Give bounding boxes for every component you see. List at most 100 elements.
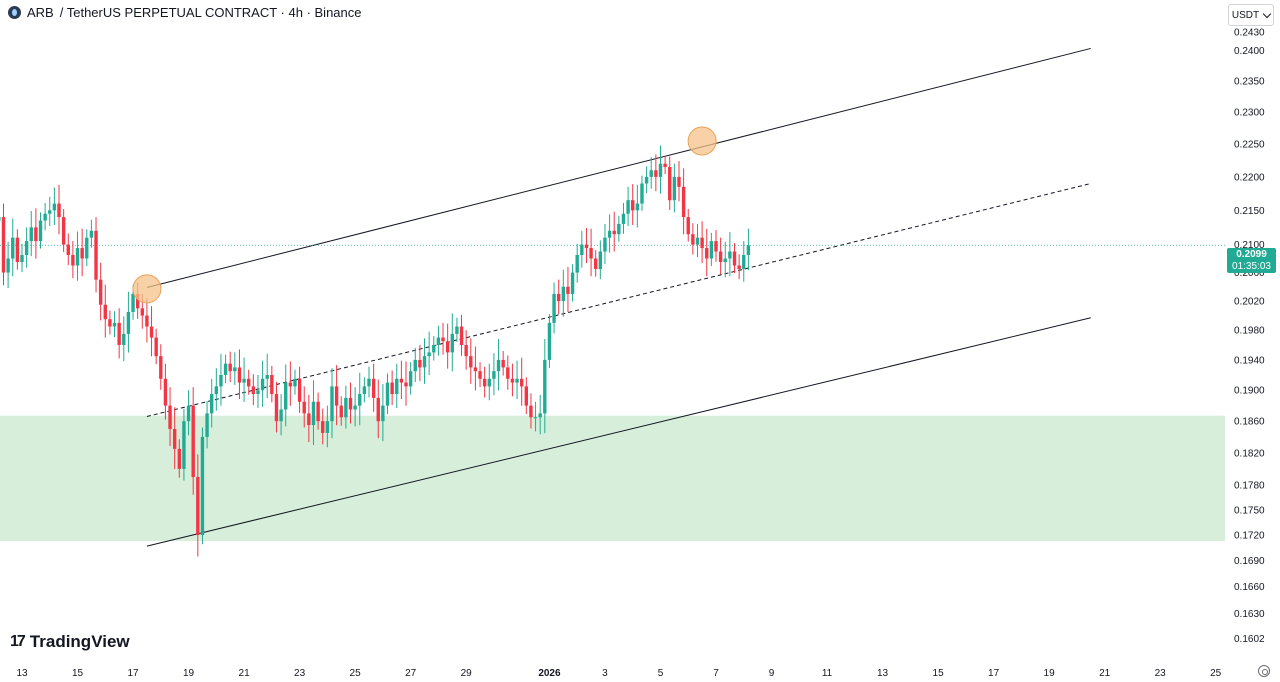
price-tick-label: 0.2200 bbox=[1234, 172, 1265, 183]
price-tick-label: 0.1940 bbox=[1234, 355, 1265, 366]
time-tick-label: 23 bbox=[1155, 668, 1167, 679]
candle-body bbox=[621, 213, 626, 224]
candle-body bbox=[552, 293, 556, 323]
candle-body bbox=[186, 405, 191, 422]
price-tick-label: 0.1660 bbox=[1234, 582, 1265, 593]
time-tick-label: 9 bbox=[769, 668, 775, 679]
candle-body bbox=[695, 237, 700, 245]
price-axis[interactable]: 0.2430 0.2400 0.2350 0.2300 0.2250 0.2200 0.21… bbox=[1234, 28, 1265, 645]
price-tick-label: 0.1602 bbox=[1234, 634, 1265, 645]
candle-body bbox=[422, 356, 427, 368]
candle-body bbox=[75, 248, 80, 266]
candle-body bbox=[24, 241, 29, 256]
price-tick-label: 0.2250 bbox=[1234, 140, 1265, 151]
candle-body bbox=[154, 337, 158, 357]
candle-body bbox=[43, 213, 47, 221]
tradingview-logo-mark: 17 bbox=[10, 633, 26, 650]
candle-body bbox=[561, 286, 566, 302]
candle-body bbox=[29, 227, 33, 242]
candle-body bbox=[38, 220, 43, 242]
candle-body bbox=[196, 477, 200, 536]
price-tick-label: 0.1860 bbox=[1234, 417, 1265, 428]
channel-midline[interactable] bbox=[146, 183, 1091, 417]
candle-body bbox=[459, 326, 464, 345]
touch-point-2 bbox=[687, 126, 717, 156]
candle-body bbox=[135, 293, 140, 309]
candle-body bbox=[413, 359, 417, 372]
candle-body bbox=[547, 322, 552, 360]
candle-body bbox=[172, 429, 177, 449]
candle-body bbox=[321, 421, 325, 433]
symbol-header[interactable]: ARB / TetherUS PERPETUAL CONTRACT · 4h ·… bbox=[8, 5, 361, 20]
candle-body bbox=[617, 223, 621, 235]
candle-body bbox=[214, 386, 219, 395]
candle-body bbox=[66, 244, 70, 256]
candle-body bbox=[672, 176, 677, 201]
candle-body bbox=[52, 203, 57, 211]
price-tick-label: 0.2100 bbox=[1234, 240, 1265, 251]
time-tick-label: 21 bbox=[239, 668, 251, 679]
candle-body bbox=[385, 382, 390, 406]
arb-coin-icon bbox=[8, 6, 21, 19]
lower-channel-line[interactable] bbox=[146, 317, 1091, 547]
candle-body bbox=[487, 378, 491, 387]
support-zone-layer bbox=[0, 415, 1225, 541]
candle-body bbox=[71, 255, 75, 266]
candle-body bbox=[681, 186, 686, 218]
bar-countdown: 01:35:03 bbox=[1232, 261, 1271, 272]
symbol-ticker: ARB bbox=[27, 5, 54, 20]
candle-body bbox=[450, 333, 454, 353]
candle-body bbox=[177, 448, 182, 469]
time-tick-label: 17 bbox=[988, 668, 1000, 679]
candle-body bbox=[247, 378, 251, 387]
candle-body bbox=[108, 319, 112, 327]
candle-body bbox=[598, 251, 603, 270]
time-tick-label: 13 bbox=[877, 668, 889, 679]
time-tick-label: 23 bbox=[294, 668, 306, 679]
candle-body bbox=[603, 237, 607, 252]
candle-body bbox=[492, 371, 496, 379]
candle-body bbox=[705, 248, 709, 259]
time-tick-label: 25 bbox=[350, 668, 362, 679]
candle-body bbox=[654, 170, 658, 177]
candle-body bbox=[330, 386, 334, 422]
time-tick-label: 2026 bbox=[538, 668, 561, 679]
candle-body bbox=[718, 251, 723, 263]
candle-body bbox=[11, 237, 15, 259]
candle-body bbox=[265, 374, 269, 379]
price-tick-label: 0.2430 bbox=[1234, 28, 1265, 39]
candle-body bbox=[339, 405, 343, 418]
candle-body bbox=[376, 397, 380, 422]
candle-body bbox=[732, 251, 737, 266]
candle-body bbox=[325, 421, 330, 433]
time-tick-label: 7 bbox=[713, 668, 719, 679]
candle-body bbox=[270, 374, 274, 395]
price-tick-label: 0.1750 bbox=[1234, 505, 1265, 516]
symbol-description: / TetherUS PERPETUAL CONTRACT · 4h · Bin… bbox=[59, 5, 362, 20]
candle-body bbox=[228, 363, 232, 372]
candle-body bbox=[570, 272, 575, 294]
candle-body bbox=[85, 237, 89, 259]
drawing-layer bbox=[0, 47, 1225, 547]
candle-body bbox=[529, 405, 533, 418]
tradingview-logo[interactable]: 17 TradingView bbox=[10, 632, 130, 652]
candle-body bbox=[607, 230, 612, 238]
candle-body bbox=[117, 322, 121, 345]
upper-channel-line[interactable] bbox=[146, 47, 1091, 288]
currency-unit-button[interactable]: USDT bbox=[1228, 4, 1274, 26]
candle-body bbox=[723, 258, 727, 263]
candle-body bbox=[464, 344, 468, 357]
candle-body bbox=[482, 378, 487, 387]
settings-gear-icon[interactable] bbox=[1258, 665, 1270, 677]
price-tick-label: 0.1980 bbox=[1234, 326, 1265, 337]
time-axis[interactable]: 13 15 17 19 21 23 25 27 29 2026 3 5 7 9 11 13 15 17 19 21 23… bbox=[16, 668, 1221, 679]
price-tick-label: 0.2300 bbox=[1234, 108, 1265, 119]
candle-body bbox=[163, 378, 168, 406]
candle-body bbox=[311, 401, 316, 426]
candle-body bbox=[533, 417, 538, 419]
candle-body bbox=[182, 421, 186, 469]
candle-body bbox=[284, 382, 288, 410]
candle-body bbox=[358, 394, 362, 406]
candle-body bbox=[584, 244, 589, 249]
